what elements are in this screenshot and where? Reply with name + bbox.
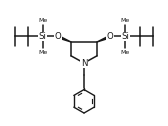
Polygon shape (57, 35, 71, 42)
Text: O: O (55, 32, 61, 41)
Text: Si: Si (121, 32, 129, 41)
Text: Me: Me (38, 50, 47, 55)
Text: Me: Me (38, 18, 47, 23)
Text: Me: Me (121, 50, 130, 55)
Text: O: O (107, 32, 113, 41)
Text: Me: Me (121, 18, 130, 23)
Polygon shape (97, 35, 111, 42)
Text: N: N (81, 58, 87, 68)
Text: Si: Si (39, 32, 47, 41)
